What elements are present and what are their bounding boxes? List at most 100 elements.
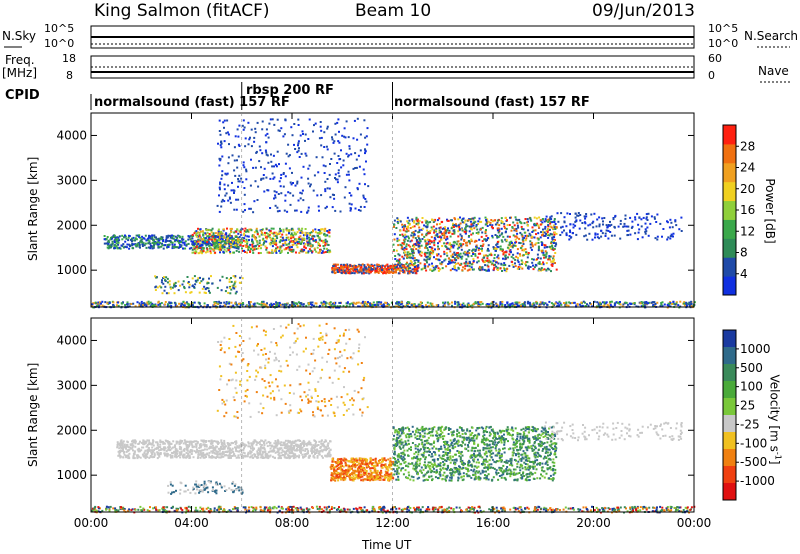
power-echo-band	[307, 251, 310, 254]
power-echo-band	[207, 235, 210, 238]
power-echo-band	[221, 238, 224, 241]
power-echo-sparse	[645, 230, 648, 233]
power-echo-band	[109, 238, 112, 241]
velocity-echo-near	[292, 509, 295, 512]
velocity-echo-near	[330, 506, 333, 509]
power-echo-patch	[154, 275, 157, 278]
power-echo-day	[428, 253, 431, 256]
power-echo-high	[254, 166, 257, 169]
power-echo-band	[106, 236, 109, 238]
power-echo-high	[265, 153, 268, 156]
power-echo-near	[538, 303, 541, 306]
power-echo-high	[276, 206, 279, 209]
power-echo-day	[525, 251, 528, 254]
power-echo-band	[147, 242, 150, 245]
power-echo-near	[499, 301, 502, 304]
power-echo-high	[235, 208, 238, 211]
power-echo-near	[265, 304, 268, 307]
power-echo-day	[459, 222, 462, 225]
power-echo-sparse	[656, 238, 659, 241]
power-echo-band	[220, 245, 223, 248]
power-echo-near	[352, 303, 354, 306]
power-echo-near	[504, 305, 506, 308]
nsearch-tick-bottom: 10^0	[708, 37, 739, 50]
power-echo-band	[317, 229, 320, 231]
power-echo-band	[127, 236, 130, 239]
velocity-echo-near	[301, 509, 304, 512]
power-echo-band	[273, 243, 276, 245]
power-echo-near	[203, 302, 206, 305]
power-echo-band	[282, 230, 285, 233]
power-echo-band	[191, 248, 194, 251]
power-echo-near	[174, 304, 177, 307]
power-echo-near	[322, 300, 325, 303]
power-echo-sparse	[591, 238, 594, 241]
power-echo-day	[405, 245, 408, 248]
power-echo-band	[124, 240, 127, 243]
power-echo-day	[428, 246, 431, 248]
power-echo-band	[243, 230, 246, 233]
power-echo-day	[395, 227, 398, 229]
power-echo-band	[201, 238, 204, 241]
power-echo-lower	[352, 269, 355, 272]
velocity-echo-near	[371, 510, 374, 512]
power-echo-band	[279, 245, 282, 248]
power-echo-near	[683, 301, 686, 304]
power-echo-band	[117, 236, 120, 239]
power-echo-day	[425, 245, 427, 248]
power-echo-day	[537, 237, 540, 240]
power-echo-band	[266, 251, 269, 254]
velocity-echo-near	[526, 506, 529, 509]
power-echo-near	[675, 302, 678, 305]
power-echo-high	[250, 158, 252, 161]
power-echo-near	[97, 301, 100, 304]
power-echo-high	[339, 210, 342, 213]
velocity-echo-near	[406, 508, 409, 511]
power-echo-near	[568, 301, 571, 304]
power-echo-day	[507, 256, 509, 259]
power-echo-near	[437, 304, 440, 307]
power-echo-band	[171, 247, 174, 250]
velocity-echo-near	[358, 506, 361, 509]
power-echo-day	[426, 223, 429, 226]
power-echo-high	[254, 180, 257, 183]
power-echo-band	[290, 251, 293, 253]
power-echo-near	[294, 304, 297, 307]
power-echo-patch	[234, 285, 237, 288]
power-echo-band	[326, 249, 329, 252]
power-echo-day	[404, 233, 407, 236]
power-echo-high	[321, 156, 324, 159]
power-echo-high	[237, 178, 240, 180]
power-echo-near	[130, 303, 133, 305]
power-echo-sparse	[647, 234, 650, 237]
power-echo-band	[230, 243, 232, 246]
power-echo-high	[223, 140, 226, 143]
power-echo-band	[305, 251, 308, 254]
power-echo-day	[499, 267, 502, 270]
power-echo-patch	[160, 281, 163, 284]
power-echo-high	[234, 135, 237, 138]
power-echo-near	[442, 301, 444, 304]
power-echo-near	[176, 305, 179, 308]
power-echo-near	[429, 302, 432, 305]
velocity-echo-near	[501, 510, 504, 513]
power-echo-lower	[338, 270, 341, 273]
power-echo-band	[298, 227, 301, 230]
velocity-echo-near	[536, 508, 539, 511]
velocity-echo-near	[300, 508, 303, 511]
power-echo-high	[228, 143, 230, 146]
power-echo-band	[327, 231, 330, 234]
power-echo-band	[223, 236, 226, 239]
power-echo-band	[222, 229, 225, 232]
power-echo-band	[256, 233, 259, 236]
power-echo-sparse	[572, 226, 575, 229]
power-echo-band	[279, 230, 282, 232]
power-echo-high	[338, 141, 341, 144]
power-echo-high	[315, 156, 318, 159]
power-echo-band	[276, 247, 279, 250]
power-echo-day	[393, 223, 396, 226]
power-echo-band	[209, 250, 212, 253]
power-echo-band	[319, 250, 321, 253]
power-echo-day	[452, 229, 455, 232]
power-echo-day	[474, 253, 477, 256]
